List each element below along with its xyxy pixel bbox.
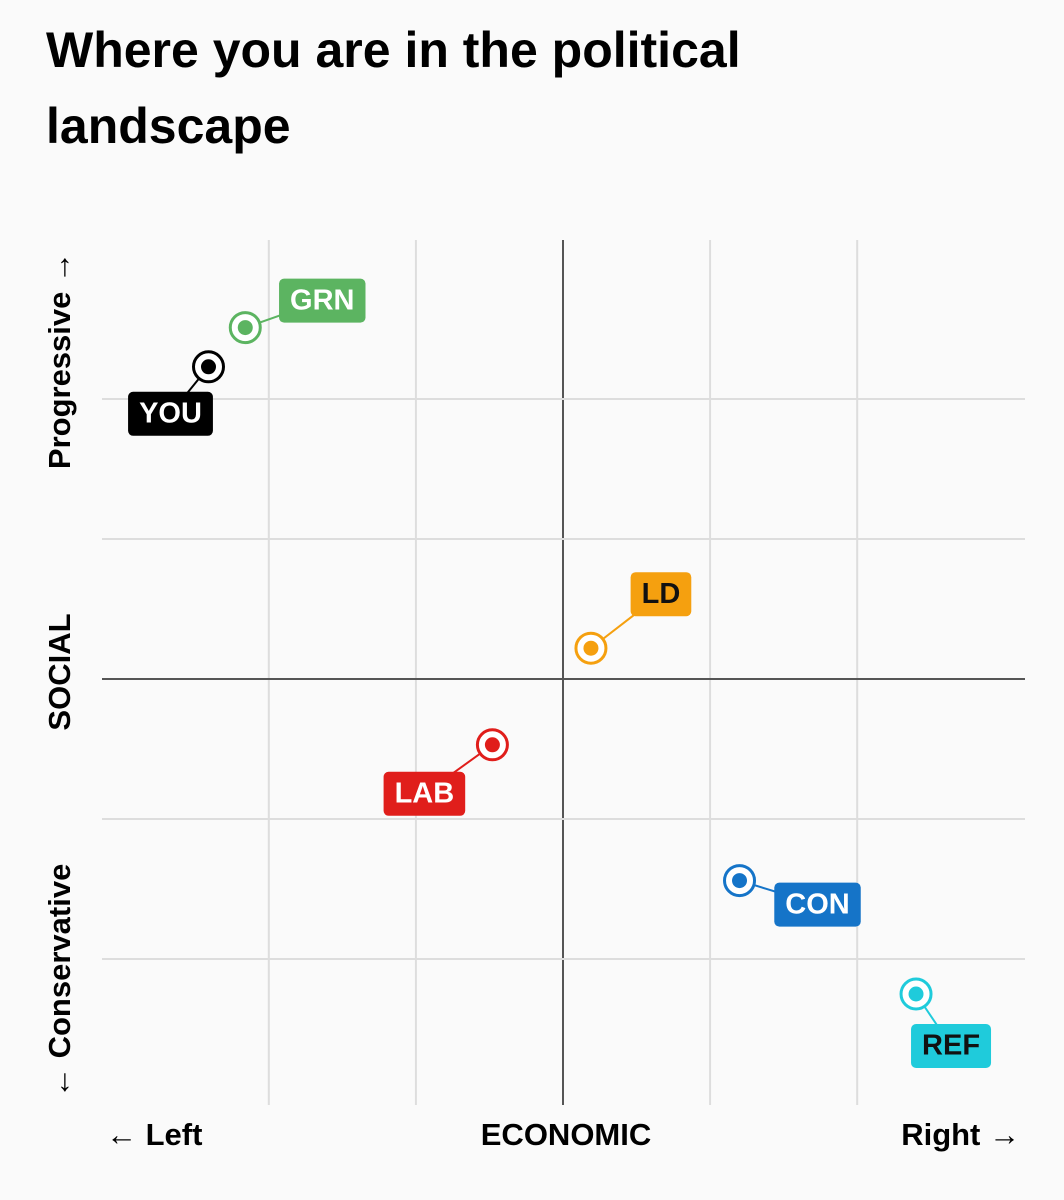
- x-left-label: ← Left: [106, 1117, 202, 1152]
- plot: YOU GRN LD LAB CON REF: [102, 240, 1025, 1105]
- point: [237, 320, 253, 336]
- point-label: REF: [922, 1030, 980, 1062]
- point-label-box: [383, 771, 466, 816]
- x-axis-label: ECONOMIC: [481, 1117, 652, 1152]
- point-label-box: [279, 278, 366, 323]
- party-point: LD: [574, 572, 692, 665]
- point-label: YOU: [139, 397, 202, 429]
- point-label-box: [911, 1024, 992, 1068]
- chart-title-line2: landscape: [46, 98, 291, 154]
- point: [908, 986, 924, 1002]
- y-axis-label: SOCIAL: [42, 613, 77, 730]
- point-label: LD: [642, 578, 681, 610]
- point: [583, 640, 599, 656]
- point-label: LAB: [395, 777, 455, 809]
- point-label-box: [128, 391, 213, 436]
- y-top-label: Progressive →: [42, 252, 77, 469]
- point: [484, 737, 500, 753]
- point: [732, 873, 748, 889]
- party-point: GRN: [228, 278, 366, 345]
- party-point: LAB: [383, 728, 509, 816]
- party-point: REF: [899, 977, 992, 1068]
- party-point: YOU: [128, 350, 225, 436]
- x-right-label: Right →: [901, 1117, 1020, 1152]
- point-label-box: [774, 882, 861, 927]
- point-label: CON: [785, 888, 849, 920]
- point: [200, 359, 216, 375]
- point-label: GRN: [290, 284, 354, 316]
- chart-title: Where you are in the political: [46, 22, 741, 78]
- party-point: CON: [723, 864, 861, 927]
- y-bottom-label: ← Conservative: [42, 864, 77, 1098]
- point-label-box: [630, 572, 692, 617]
